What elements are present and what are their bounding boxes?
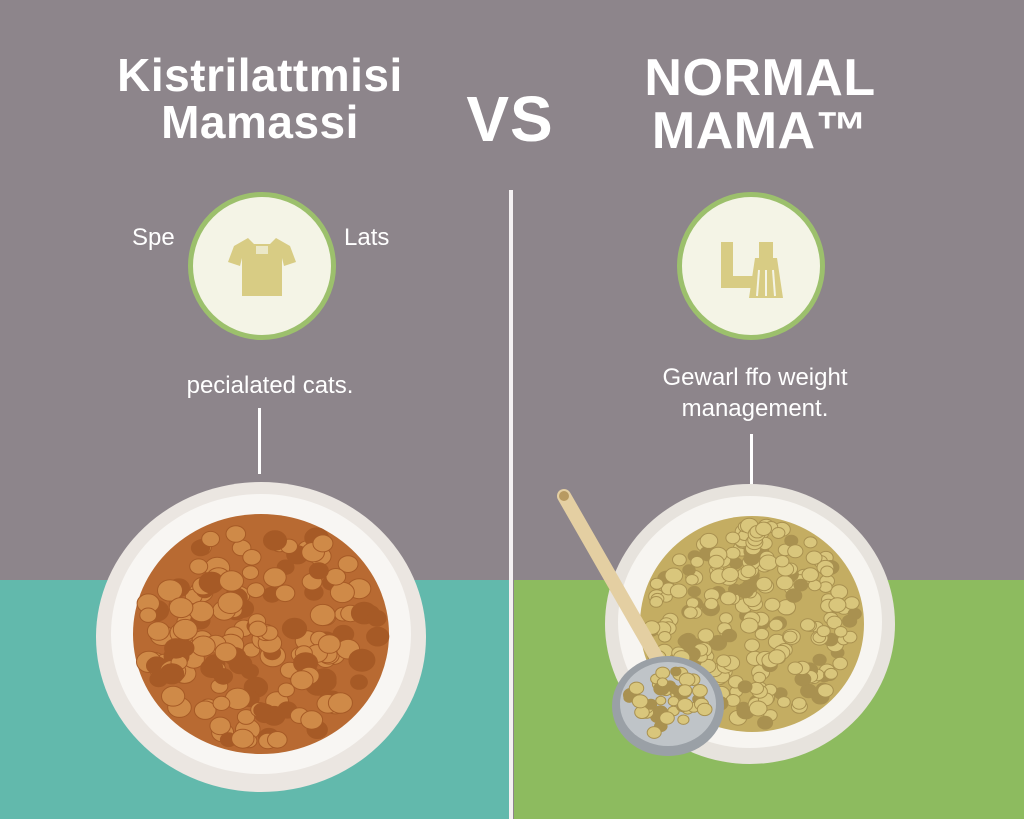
right-connector-line xyxy=(750,434,753,486)
right-title-line2: MAMA™ xyxy=(651,102,869,161)
tshirt-icon xyxy=(228,238,296,296)
measuring-scoop xyxy=(557,489,724,756)
lab-flask-icon-circle xyxy=(677,192,825,340)
left-caption: pecialated cats. xyxy=(186,372,354,399)
right-kibble xyxy=(643,517,862,730)
right-caption: Gewarl ffo weight management. xyxy=(620,362,890,424)
left-connector-line xyxy=(258,408,261,474)
lab-flask-icon xyxy=(721,242,783,298)
left-food-bowl xyxy=(96,482,426,792)
left-title: Kisŧrilattmisi Mamassi xyxy=(70,52,450,146)
center-divider xyxy=(509,190,513,819)
right-title-line1: NORMAL xyxy=(644,49,876,107)
vs-label: VS xyxy=(466,83,554,155)
left-kibble xyxy=(136,525,390,750)
left-title-line1: Kisŧrilattmisi xyxy=(117,49,403,101)
left-title-line2: Mamassi xyxy=(161,95,359,148)
right-title: NORMAL MAMA™ xyxy=(600,49,920,161)
tshirt-icon-circle xyxy=(188,192,336,340)
left-side-label-lats: Lats xyxy=(344,224,390,251)
right-caption-line2: management. xyxy=(681,395,829,423)
right-caption-line1: Gewarl ffo weight xyxy=(662,364,848,391)
right-food-bowl xyxy=(557,484,895,764)
left-side-label-spe: Spe xyxy=(132,224,175,251)
